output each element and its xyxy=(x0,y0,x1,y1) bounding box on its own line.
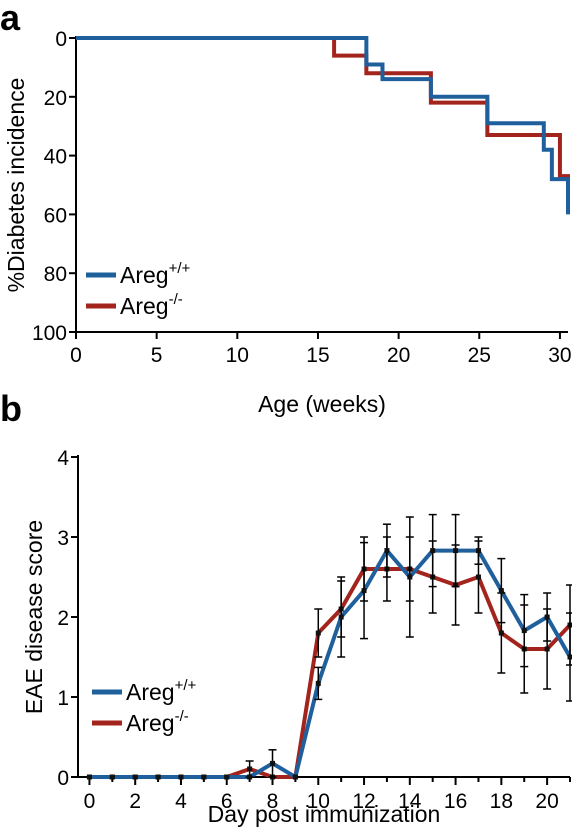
legend-sup-wt: +/+ xyxy=(175,677,197,694)
y-axis-title-a: %Diabetes incidence xyxy=(3,78,29,293)
data-point-wt-13 xyxy=(384,548,390,554)
y-tick-label-a-0: 0 xyxy=(55,28,67,51)
data-point-wt-18 xyxy=(498,588,504,594)
data-point-wt-7 xyxy=(247,774,253,780)
legend-label-wt: Areg+/+ xyxy=(126,677,197,705)
x-tick-label-a-30: 30 xyxy=(548,344,571,367)
legend-label-ko: Areg-/- xyxy=(126,708,189,736)
data-point-wt-5 xyxy=(201,774,207,780)
data-point-wt-0 xyxy=(86,774,92,780)
y-tick-label-a-40: 40 xyxy=(44,146,67,169)
x-tick-label-b-18: 18 xyxy=(490,790,513,813)
data-point-ko-7 xyxy=(247,766,253,772)
data-point-wt-20 xyxy=(544,614,550,620)
data-point-wt-15 xyxy=(430,548,436,554)
legend-label-wt: Areg+/+ xyxy=(120,260,191,288)
x-tick-label-b-12: 12 xyxy=(352,790,375,813)
x-tick-label-b-2: 2 xyxy=(129,790,141,813)
x-tick-label-b-20: 20 xyxy=(535,790,558,813)
y-tick-label-a-20: 20 xyxy=(44,87,67,110)
data-point-wt-10 xyxy=(315,680,321,686)
x-axis-title-a: Age (weeks) xyxy=(258,391,386,417)
y-tick-label-b-2: 2 xyxy=(57,607,69,630)
data-point-wt-17 xyxy=(475,548,481,554)
y-tick-label-a-60: 60 xyxy=(44,204,67,227)
x-tick-label-a-20: 20 xyxy=(387,344,410,367)
legend-label-ko: Areg-/- xyxy=(120,291,183,319)
series-line-b-wt xyxy=(89,548,572,779)
panel-letter-a: a xyxy=(0,0,21,38)
y-axis-title-b: EAE disease score xyxy=(21,520,47,714)
data-point-wt-8 xyxy=(270,760,276,766)
y-tick-label-b-4: 4 xyxy=(57,447,69,470)
data-point-wt-6 xyxy=(224,774,230,780)
y-tick-label-b-3: 3 xyxy=(57,527,69,550)
x-tick-label-b-10: 10 xyxy=(307,790,330,813)
data-point-wt-14 xyxy=(407,574,413,580)
data-point-ko-18 xyxy=(498,630,504,636)
data-point-wt-9 xyxy=(292,774,298,780)
data-point-wt-12 xyxy=(361,588,367,594)
x-tick-label-b-14: 14 xyxy=(398,790,422,813)
data-point-wt-11 xyxy=(338,614,344,620)
data-point-wt-3 xyxy=(155,774,161,780)
data-point-ko-10 xyxy=(315,630,321,636)
legend-sup-wt: +/+ xyxy=(169,260,191,277)
y-tick-label-a-100: 100 xyxy=(32,322,67,345)
y-tick-label-b-0: 0 xyxy=(57,767,69,790)
x-tick-label-a-15: 15 xyxy=(306,344,329,367)
x-tick-label-b-0: 0 xyxy=(84,790,96,813)
data-point-ko-17 xyxy=(475,574,481,580)
y-tick-label-b-1: 1 xyxy=(57,687,69,710)
x-tick-label-b-8: 8 xyxy=(267,790,279,813)
data-point-wt-21 xyxy=(567,654,572,660)
series-line-a-wt xyxy=(76,36,570,215)
y-tick-label-a-80: 80 xyxy=(44,263,67,286)
data-point-wt-19 xyxy=(521,628,527,634)
legend-sup-ko: -/- xyxy=(169,291,183,308)
data-point-wt-1 xyxy=(109,774,115,780)
x-tick-label-b-16: 16 xyxy=(444,790,467,813)
series-line-a-ko xyxy=(76,36,570,212)
data-point-ko-20 xyxy=(544,646,550,652)
x-axis-title-b: Day post immunization xyxy=(208,801,441,827)
data-point-wt-16 xyxy=(453,548,459,554)
data-point-wt-4 xyxy=(178,774,184,780)
x-tick-label-b-4: 4 xyxy=(175,790,187,813)
panel-letter-b: b xyxy=(0,388,22,429)
data-point-wt-2 xyxy=(132,774,138,780)
x-tick-label-a-5: 5 xyxy=(151,344,163,367)
legend-sup-ko: -/- xyxy=(175,708,189,725)
x-tick-label-b-6: 6 xyxy=(221,790,233,813)
x-tick-label-a-10: 10 xyxy=(226,344,249,367)
x-tick-label-a-25: 25 xyxy=(468,344,491,367)
x-tick-label-a-0: 0 xyxy=(70,344,82,367)
